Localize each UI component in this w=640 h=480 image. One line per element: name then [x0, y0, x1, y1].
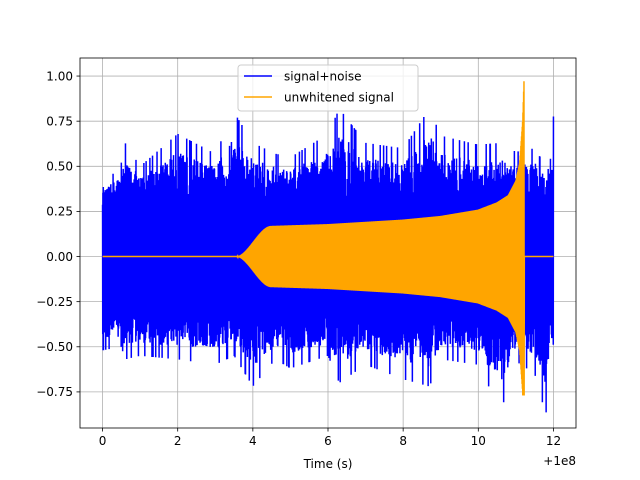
- x-tick-label: 10: [471, 434, 486, 448]
- y-axis-ticks: −0.75 −0.50 −0.25 0.00 0.25 0.50 0.75 1.00: [36, 69, 80, 399]
- series-signal-noise-line: [101, 113, 555, 413]
- x-axis-ticks: 0 2 4 6 8 10 12: [99, 428, 561, 448]
- legend-label-unwhitened-signal: unwhitened signal: [284, 91, 394, 105]
- x-tick-label: 0: [99, 434, 107, 448]
- legend: signal+noise unwhitened signal: [237, 64, 419, 112]
- y-tick-label: 0.75: [46, 114, 73, 128]
- y-tick-label: −0.50: [36, 340, 73, 354]
- x-tick-label: 4: [249, 434, 257, 448]
- y-tick-label: 1.00: [46, 69, 73, 83]
- series-layer: [101, 81, 555, 413]
- y-tick-label: 0.00: [46, 250, 73, 264]
- legend-box: [237, 64, 419, 112]
- x-tick-label: 8: [399, 434, 407, 448]
- y-tick-label: −0.25: [36, 295, 73, 309]
- x-tick-label: 6: [324, 434, 332, 448]
- y-tick-label: 0.25: [46, 205, 73, 219]
- x-axis-label: Time (s): [303, 457, 353, 471]
- series-unwhitened-signal-line: [102, 81, 554, 396]
- x-tick-label: 2: [174, 434, 182, 448]
- x-axis-offset-label: +1e8: [543, 454, 576, 468]
- x-tick-label: 12: [546, 434, 561, 448]
- legend-label-signal-noise: signal+noise: [284, 70, 361, 84]
- y-tick-label: −0.75: [36, 385, 73, 399]
- y-tick-label: 0.50: [46, 160, 73, 174]
